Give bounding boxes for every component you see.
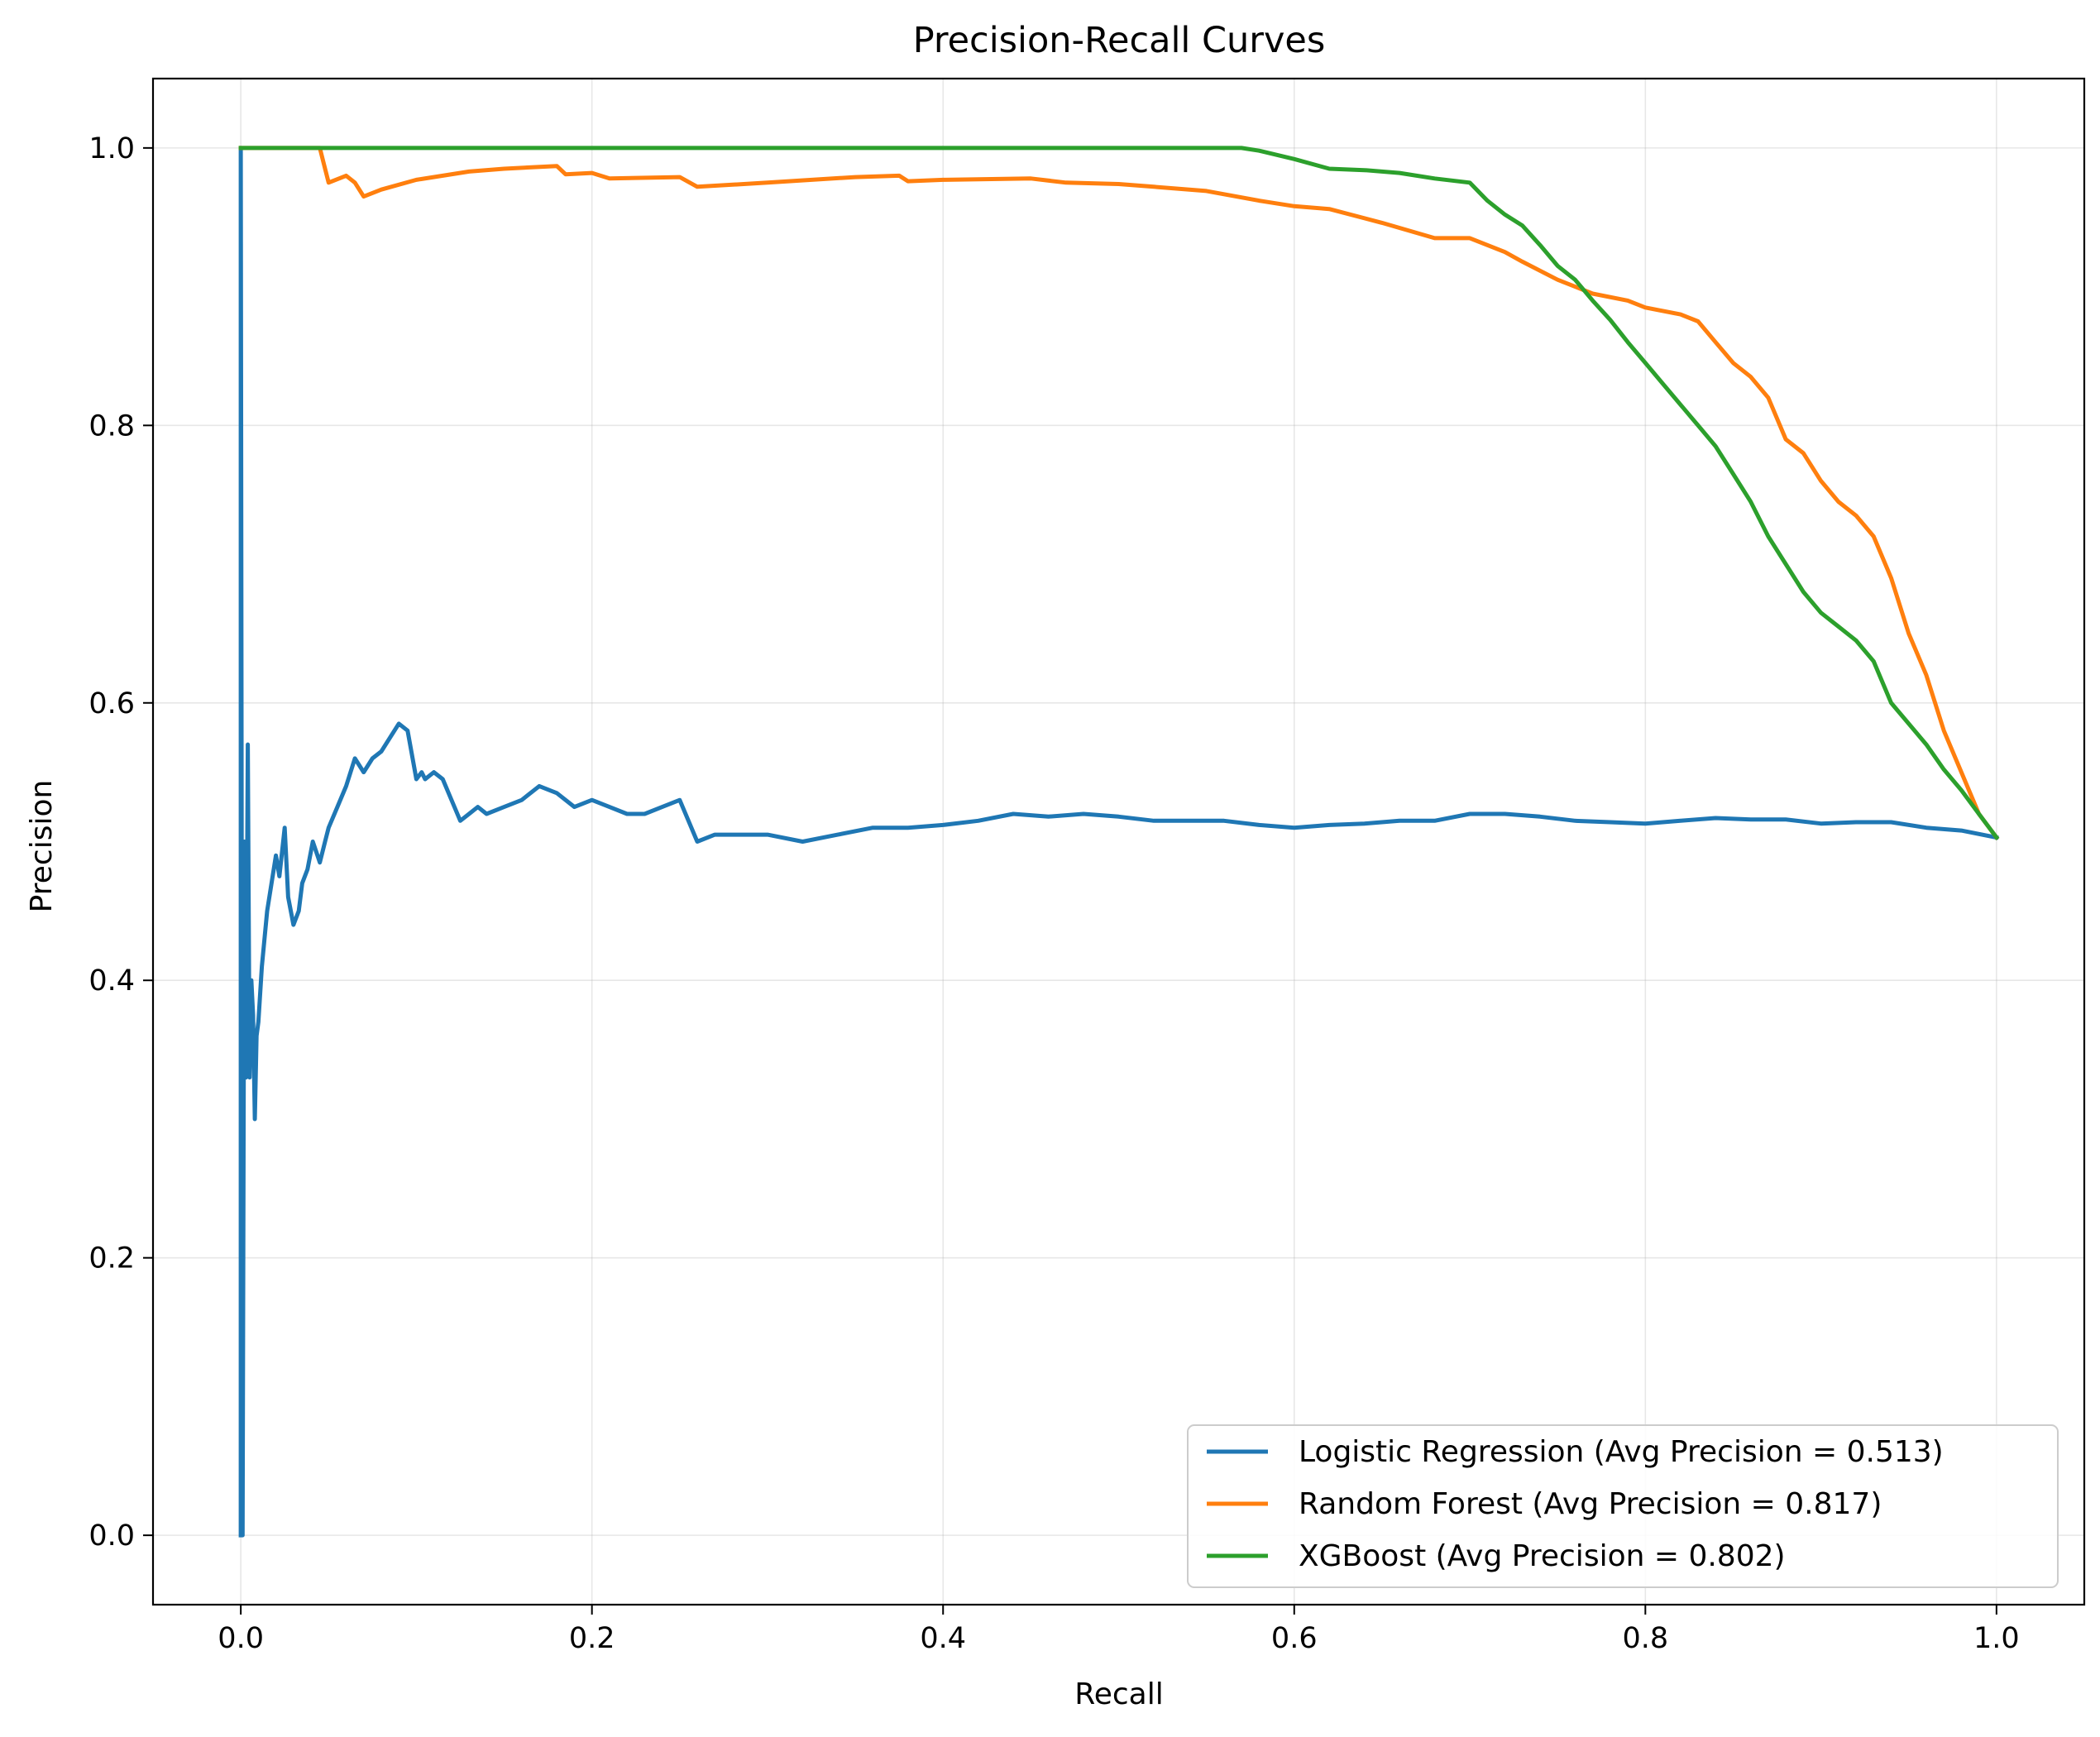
chart-title: Precision-Recall Curves: [913, 20, 1326, 61]
legend-box: [1187, 1424, 2059, 1588]
x-tick-label: 0.2: [569, 1622, 615, 1655]
series-line-random-forest: [238, 146, 2000, 840]
axis-ticks: 0.0 0.2 0.4 0.6 0.8 1.0 0.0 0.2 0.4 0.6 0.8 1.0: [88, 132, 2019, 1655]
y-tick-label: 0.4: [88, 964, 135, 998]
x-tick-label: 0.0: [218, 1622, 264, 1655]
plot-area-frame: [151, 77, 2086, 1606]
x-tick-label: 0.8: [1622, 1622, 1668, 1655]
series-lines: [238, 146, 2000, 1538]
y-tick-label: 0.0: [88, 1519, 135, 1553]
legend-label-random-forest: Random Forest (Avg Precision = 0.817): [1299, 1487, 1882, 1521]
legend: Logistic Regression (Avg Precision = 0.5…: [1187, 1424, 2059, 1588]
y-axis-title: Precision: [25, 780, 59, 913]
series-line-xgboost: [238, 146, 2000, 840]
y-tick-label: 1.0: [88, 132, 135, 165]
y-tick-label: 0.2: [88, 1242, 135, 1275]
legend-label-logistic-regression: Logistic Regression (Avg Precision = 0.5…: [1299, 1435, 1944, 1469]
x-tick-label: 0.4: [920, 1622, 966, 1655]
legend-label-xgboost: XGBoost (Avg Precision = 0.802): [1299, 1539, 1786, 1573]
series-line-logistic-regression: [238, 146, 1999, 1538]
x-tick-label: 0.6: [1271, 1622, 1318, 1655]
x-axis-title: Recall: [1074, 1677, 1163, 1711]
x-tick-label: 1.0: [1973, 1622, 2020, 1655]
y-tick-label: 0.6: [88, 687, 135, 720]
grid-lines: [153, 79, 2084, 1605]
y-tick-label: 0.8: [88, 409, 135, 443]
